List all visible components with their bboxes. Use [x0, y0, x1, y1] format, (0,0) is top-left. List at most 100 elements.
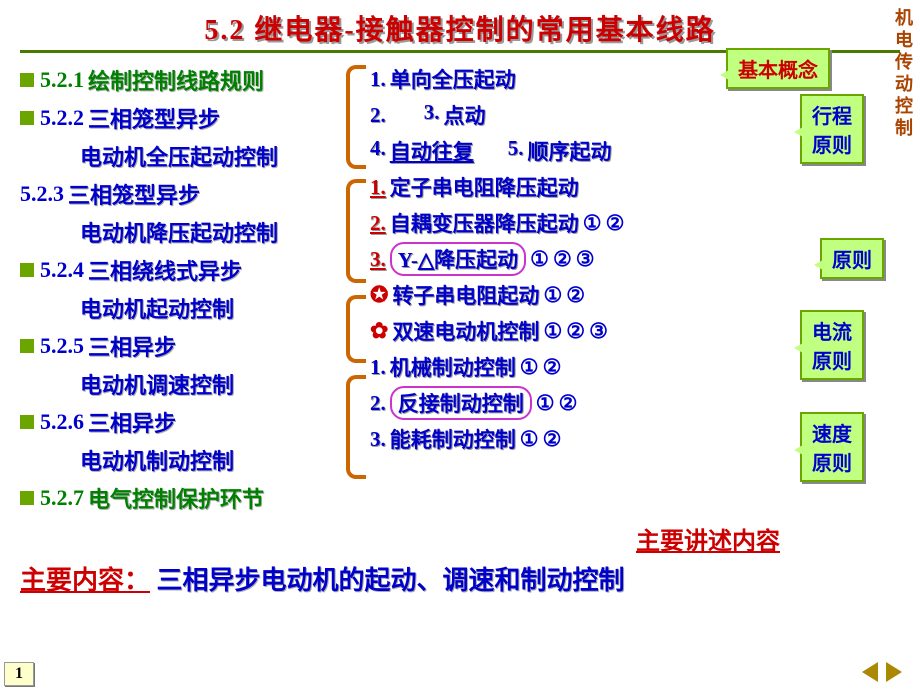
bottom-heading: 主要讲述内容 — [20, 521, 900, 556]
section-row[interactable]: 5.2.2三相笼型异步 — [20, 99, 340, 137]
topic-text: 自动往复 — [390, 136, 474, 166]
topic-row[interactable]: ✪ 转子串电阻起动 ① ② — [370, 277, 910, 313]
section-subtext: 电动机起动控制 — [80, 292, 234, 324]
step-circle[interactable]: ② — [606, 211, 625, 236]
section-title: 三相异步 — [88, 330, 176, 362]
step-circle[interactable]: ③ — [589, 319, 608, 344]
bullet-icon — [20, 263, 34, 277]
topic-number: 5. — [508, 136, 524, 166]
section-subtext: 电动机全压起动控制 — [80, 140, 278, 172]
page-number: 1 — [4, 662, 34, 686]
section-subtext: 电动机降压起动控制 — [80, 216, 278, 248]
topic-text: 自耦变压器降压起动 — [390, 208, 579, 238]
star-icon: ✿ — [370, 318, 388, 344]
bullet-icon — [20, 339, 34, 353]
section-row[interactable]: 5.2.7电气控制保护环节 — [20, 479, 340, 517]
star-icon: ✪ — [370, 282, 388, 308]
next-arrow-icon[interactable] — [886, 662, 902, 682]
bottom-label: 主要内容： — [20, 566, 150, 595]
prev-arrow-icon[interactable] — [862, 662, 878, 682]
bottom-text: 三相异步电动机的起动、调速和制动控制 — [157, 566, 625, 595]
topic-number: 1. — [370, 355, 386, 380]
topic-text: Y-△降压起动 — [398, 244, 518, 274]
nav-arrows — [862, 662, 902, 682]
highlighted-topic[interactable]: Y-△降压起动 — [390, 242, 526, 276]
section-title: 三相异步 — [88, 406, 176, 438]
section-list-left: 5.2.1绘制控制线路规则5.2.2三相笼型异步电动机全压起动控制5.2.3三相… — [20, 61, 340, 517]
step-circle[interactable]: ② — [566, 319, 585, 344]
section-row[interactable]: 电动机起动控制 — [80, 289, 340, 327]
bullet-icon — [20, 415, 34, 429]
section-title: 三相绕线式异步 — [88, 254, 242, 286]
section-number: 5.2.6 — [40, 409, 84, 435]
step-circle[interactable]: ① — [583, 211, 602, 236]
two-column-body: 5.2.1绘制控制线路规则5.2.2三相笼型异步电动机全压起动控制5.2.3三相… — [0, 61, 920, 517]
topic-number: 3. — [424, 100, 440, 130]
callout-label[interactable]: 速度 原则 — [800, 412, 864, 482]
section-subtext: 电动机制动控制 — [80, 444, 234, 476]
topic-number: 2. — [370, 391, 386, 416]
section-row[interactable]: 5.2.3三相笼型异步 — [20, 175, 340, 213]
topic-text: 双速电动机控制 — [392, 316, 539, 346]
section-row[interactable]: 电动机制动控制 — [80, 441, 340, 479]
section-row[interactable]: 电动机调速控制 — [80, 365, 340, 403]
topic-text: 顺序起动 — [528, 136, 612, 166]
callout-label[interactable]: 电流 原则 — [800, 310, 864, 380]
section-row[interactable]: 5.2.6三相异步 — [20, 403, 340, 441]
topic-text: 反接制动控制 — [398, 388, 524, 418]
brace-icon — [346, 375, 366, 479]
topic-number: 3. — [370, 247, 386, 272]
callout-label[interactable]: 原则 — [820, 238, 884, 279]
topic-text: 能耗制动控制 — [390, 424, 516, 454]
section-number: 5.2.5 — [40, 333, 84, 359]
section-number: 5.2.2 — [40, 105, 84, 131]
step-circle[interactable]: ① — [520, 355, 539, 380]
step-circle[interactable]: ② — [559, 391, 578, 416]
step-circle[interactable]: ① — [543, 283, 562, 308]
step-circle[interactable]: ① — [543, 319, 562, 344]
step-circle[interactable]: ② — [543, 427, 562, 452]
step-circle[interactable]: ③ — [576, 247, 595, 272]
step-circle[interactable]: ① — [536, 391, 555, 416]
topic-row[interactable]: 2. 自耦变压器降压起动 ① ② — [370, 205, 910, 241]
section-title: 三相笼型异步 — [68, 178, 200, 210]
bottom-area: 主要讲述内容 主要内容： 三相异步电动机的起动、调速和制动控制 — [0, 517, 920, 597]
section-title: 绘制控制线路规则 — [88, 64, 264, 96]
bullet-icon — [20, 111, 34, 125]
step-circle[interactable]: ② — [543, 355, 562, 380]
step-circle[interactable]: ① — [530, 247, 549, 272]
callout-label[interactable]: 行程 原则 — [800, 94, 864, 164]
highlighted-topic[interactable]: 反接制动控制 — [390, 386, 532, 420]
section-number: 5.2.1 — [40, 67, 84, 93]
step-circle[interactable]: ② — [566, 283, 585, 308]
step-circle[interactable]: ① — [520, 427, 539, 452]
topic-text: 转子串电阻起动 — [392, 280, 539, 310]
topic-row[interactable]: 1. 定子串电阻降压起动 — [370, 169, 910, 205]
section-row[interactable]: 5.2.4三相绕线式异步 — [20, 251, 340, 289]
bullet-icon — [20, 491, 34, 505]
bullet-icon — [20, 73, 34, 87]
section-number: 5.2.7 — [40, 485, 84, 511]
callout-label[interactable]: 基本概念 — [726, 48, 830, 89]
section-title: 电气控制保护环节 — [88, 482, 264, 514]
topic-number: 1. — [370, 175, 386, 200]
bottom-main-line: 主要内容： 三相异步电动机的起动、调速和制动控制 — [20, 560, 900, 597]
section-row[interactable]: 电动机全压起动控制 — [80, 137, 340, 175]
brace-icon — [346, 65, 366, 169]
topic-text: 定子串电阻降压起动 — [390, 172, 579, 202]
topic-text: 点动 — [444, 100, 486, 130]
page-title: 5.2 继电器-接触器控制的常用基本线路 — [20, 0, 900, 53]
topic-number: 1. — [370, 67, 386, 92]
step-circle[interactable]: ② — [553, 247, 572, 272]
topic-number: 2. — [370, 211, 386, 236]
topic-text: 机械制动控制 — [390, 352, 516, 382]
section-row[interactable]: 5.2.1绘制控制线路规则 — [20, 61, 340, 99]
section-title: 三相笼型异步 — [88, 102, 220, 134]
topic-number: 2. — [370, 103, 386, 128]
section-row[interactable]: 电动机降压起动控制 — [80, 213, 340, 251]
section-number: 5.2.3 — [20, 181, 64, 207]
brace-icon — [346, 295, 366, 363]
topic-number: 3. — [370, 427, 386, 452]
section-row[interactable]: 5.2.5三相异步 — [20, 327, 340, 365]
section-number: 5.2.4 — [40, 257, 84, 283]
